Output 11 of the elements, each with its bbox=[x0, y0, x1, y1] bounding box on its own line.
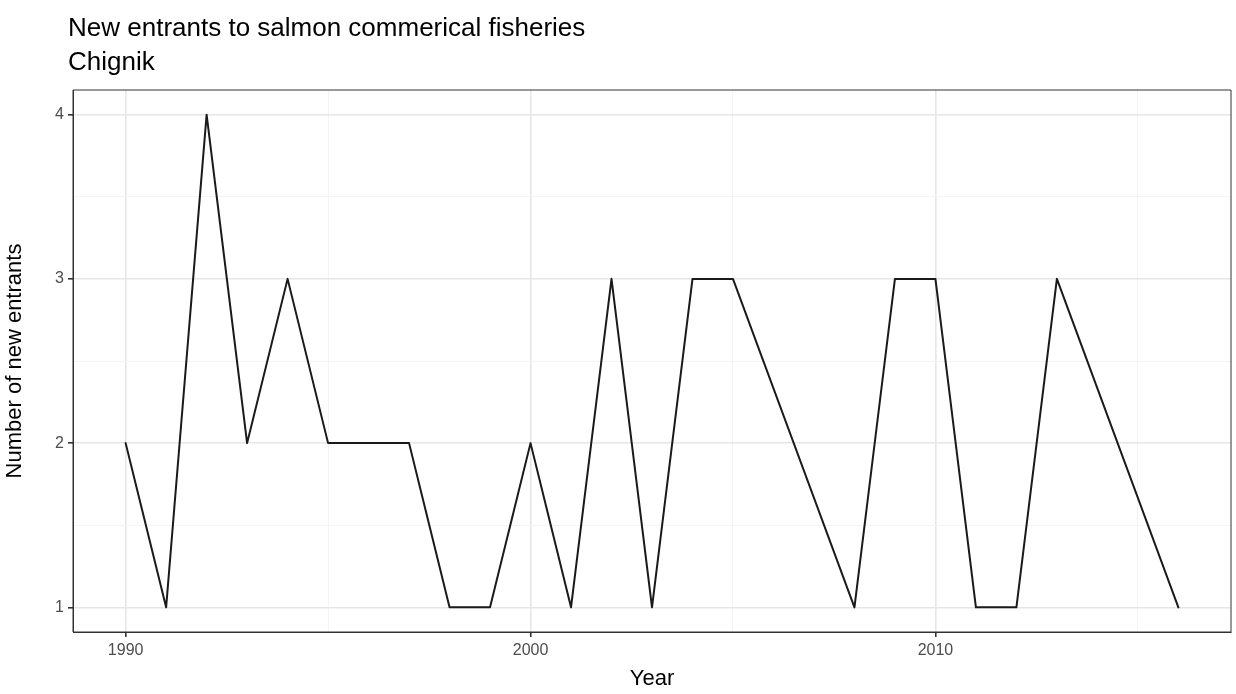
y-tick-label: 3 bbox=[55, 269, 65, 287]
x-tick-label: 2010 bbox=[917, 641, 954, 659]
y-tick-label: 1 bbox=[55, 597, 65, 615]
chart-subtitle: Chignik bbox=[68, 46, 156, 76]
y-tick-label: 4 bbox=[55, 105, 65, 123]
x-tick-label: 1990 bbox=[107, 641, 144, 659]
x-tick-label: 2000 bbox=[512, 641, 549, 659]
y-axis-title: Number of new entrants bbox=[1, 243, 27, 479]
y-tick-label: 2 bbox=[55, 433, 65, 451]
x-axis-title: Year bbox=[629, 664, 675, 690]
chart-title: New entrants to salmon commerical fisheries bbox=[68, 12, 586, 42]
